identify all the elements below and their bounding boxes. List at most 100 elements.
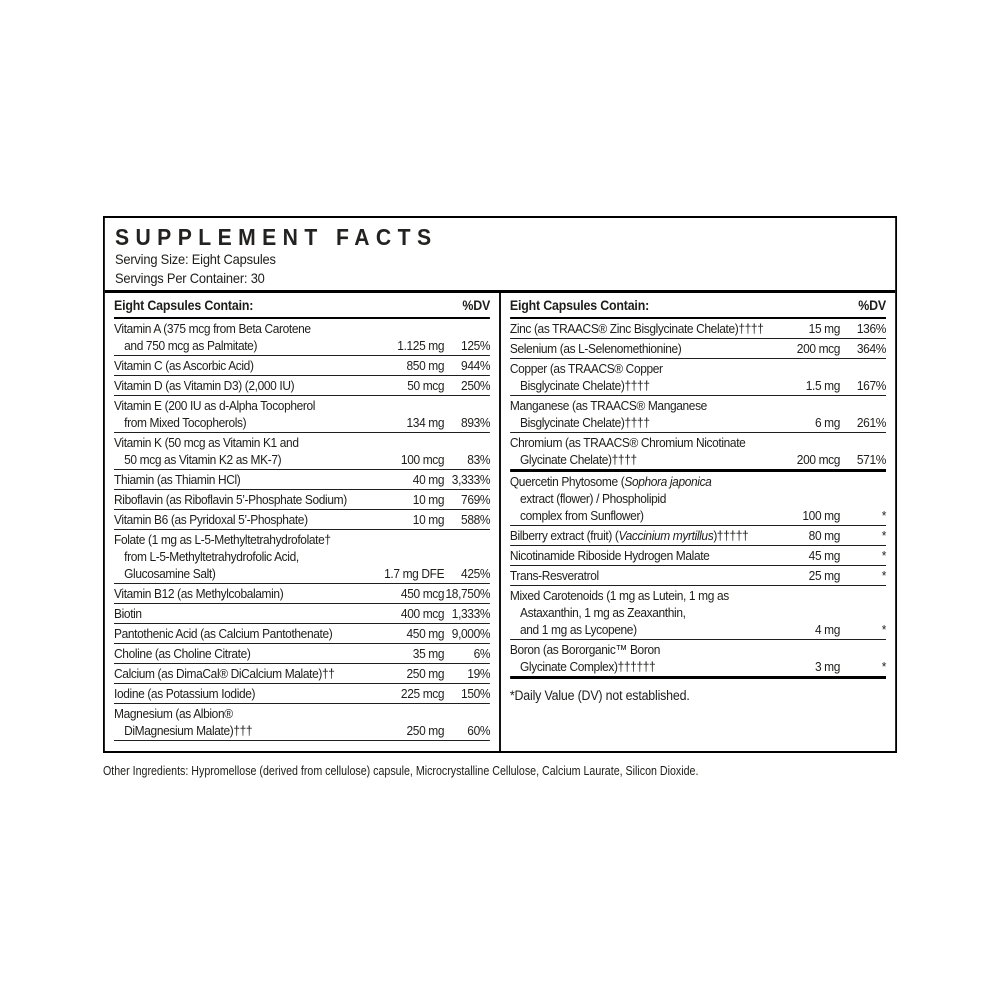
nutrient-row: Mixed Carotenoids (1 mg as Lutein, 1 mg …	[509, 586, 886, 640]
name-text: Magnesium (as Albion®	[114, 706, 233, 721]
nutrient-name: Iodine (as Potassium Iodide)	[114, 685, 397, 702]
name-text: Vitamin K (50 mcg as Vitamin K1 and	[114, 435, 299, 450]
servings-per-container: Servings Per Container: 30	[114, 270, 265, 286]
name-text: Bisglycinate Chelate)††††	[519, 378, 650, 393]
nutrient-name: Biotin	[114, 605, 397, 622]
nutrient-amount: 850 mg	[406, 358, 445, 373]
nutrient-name: Vitamin C (as Ascorbic Acid)	[114, 357, 403, 374]
right-column-header: Eight Capsules Contain: %DV	[509, 293, 886, 319]
nutrient-name: Zinc (as TRAACS® Zinc Bisglycinate Chela…	[510, 320, 803, 337]
nutrient-name-line: Biotin	[114, 605, 397, 622]
nutrient-row: Pantothenic Acid (as Calcium Pantothenat…	[114, 624, 490, 644]
name-text: Copper (as TRAACS® Copper	[509, 361, 663, 376]
name-text: Folate (1 mg as L-5-Methyltetrahydrofola…	[114, 532, 331, 547]
column-header-dv: %DV	[462, 298, 491, 313]
nutrient-name-line: Nicotinamide Riboside Hydrogen Malate	[510, 547, 803, 564]
nutrient-amount: 225 mcg	[400, 686, 445, 701]
nutrient-row: Vitamin B12 (as Methylcobalamin) 450 mcg 1…	[114, 584, 490, 604]
name-text: Riboflavin (as Riboflavin 5’-Phosphate S…	[114, 492, 347, 507]
nutrient-amount: 200 mcg	[796, 452, 841, 467]
nutrient-row: Iodine (as Potassium Iodide) 225 mcg 150%	[114, 684, 490, 704]
nutrient-name-line: Iodine (as Potassium Iodide)	[114, 685, 397, 702]
nutrient-row: Bilberry extract (fruit) (Vaccinium myrt…	[509, 526, 886, 546]
nutrient-amount: 40 mg	[412, 472, 445, 487]
nutrient-dv: 944%	[461, 358, 491, 373]
name-text: extract (flower) / Phospholipid	[519, 491, 666, 506]
nutrient-amount: 15 mg	[808, 321, 841, 336]
botanical-name: Sophora japonica	[624, 474, 712, 489]
nutrient-name-line: Bisglycinate Chelate)††††	[510, 414, 803, 431]
nutrient-name: Vitamin B6 (as Pyridoxal 5’-Phosphate)	[114, 511, 407, 528]
nutrient-name: Vitamin A (375 mcg from Beta Carotene and…	[114, 320, 394, 354]
nutrient-name: Nicotinamide Riboside Hydrogen Malate	[510, 547, 803, 564]
name-text: Mixed Carotenoids (1 mg as Lutein, 1 mg …	[509, 588, 729, 603]
nutrient-row: Thiamin (as Thiamin HCl) 40 mg 3,333%	[114, 470, 490, 490]
nutrient-amount: 3 mg	[814, 659, 841, 674]
nutrient-name-line: Boron (as Bororganic™ Boron	[510, 641, 803, 658]
nutrient-name-line: Selenium (as L-Selenomethionine)	[510, 340, 793, 357]
nutrient-name: Selenium (as L-Selenomethionine)	[510, 340, 793, 357]
column-header-label: Eight Capsules Contain:	[509, 298, 650, 313]
nutrient-dv: 3,333%	[451, 472, 491, 487]
nutrient-dv: *	[881, 548, 887, 563]
nutrient-row: Vitamin K (50 mcg as Vitamin K1 and 50 mc…	[114, 433, 490, 470]
nutrient-amount: 250 mg	[406, 723, 445, 738]
nutrient-dv: 6%	[473, 646, 491, 661]
nutrient-name-line: Trans-Resveratrol	[510, 567, 803, 584]
nutrient-name-line: Vitamin C (as Ascorbic Acid)	[114, 357, 403, 374]
nutrient-name: Boron (as Bororganic™ Boron Glycinate Com…	[510, 641, 803, 675]
nutrient-dv: 364%	[856, 341, 886, 356]
name-text: complex from Sunflower)	[519, 508, 644, 523]
nutrient-row: Folate (1 mg as L-5-Methyltetrahydrofola…	[114, 530, 490, 584]
nutrient-dv: *	[881, 568, 887, 583]
name-text: Selenium (as L-Selenomethionine)	[509, 341, 682, 356]
other-ingredients: Other Ingredients: Hypromellose (derived…	[103, 763, 699, 778]
name-text: from Mixed Tocopherols)	[124, 415, 247, 430]
nutrient-name-line: Calcium (as DimaCal® DiCalcium Malate)††	[114, 665, 403, 682]
nutrient-dv: 588%	[461, 512, 491, 527]
nutrient-amount: 45 mg	[808, 548, 841, 563]
panel-title: SUPPLEMENT FACTS	[114, 224, 438, 250]
name-text: Glycinate Complex)††††††	[519, 659, 656, 674]
nutrient-name-line: complex from Sunflower)	[510, 507, 799, 524]
nutrient-name-line: Bilberry extract (fruit) (Vaccinium myrt…	[510, 527, 803, 544]
nutrient-amount: 450 mg	[406, 626, 445, 641]
nutrient-amount: 10 mg	[412, 492, 445, 507]
nutrient-name-line: extract (flower) / Phospholipid	[510, 490, 799, 507]
nutrient-dv: 60%	[467, 723, 491, 738]
facts-columns: Eight Capsules Contain: %DV Vitamin A (3…	[104, 290, 896, 751]
nutrient-name: Magnesium (as Albion® DiMagnesium Malate)…	[114, 705, 403, 739]
nutrient-name: Vitamin K (50 mcg as Vitamin K1 and 50 mc…	[114, 434, 397, 468]
nutrient-name: Mixed Carotenoids (1 mg as Lutein, 1 mg …	[510, 587, 803, 638]
name-text: Thiamin (as Thiamin HCl)	[114, 472, 241, 487]
name-text: Bilberry extract (fruit) (	[509, 528, 619, 543]
nutrient-name-line: Astaxanthin, 1 mg as Zeaxanthin,	[510, 604, 803, 621]
nutrient-name-line: Choline (as Choline Citrate)	[114, 645, 407, 662]
nutrient-name: Trans-Resveratrol	[510, 567, 803, 584]
column-header-label: Eight Capsules Contain:	[114, 298, 254, 313]
nutrient-dv: 261%	[856, 415, 886, 430]
nutrient-name-line: Pantothenic Acid (as Calcium Pantothenat…	[114, 625, 403, 642]
nutrient-dv: 1,333%	[451, 606, 491, 621]
nutrient-dv: *	[881, 508, 887, 523]
nutrient-name: Folate (1 mg as L-5-Methyltetrahydrofola…	[114, 531, 380, 582]
nutrient-row: Vitamin A (375 mcg from Beta Carotene and…	[114, 319, 490, 356]
nutrient-amount: 80 mg	[808, 528, 841, 543]
nutrient-amount: 400 mcg	[400, 606, 445, 621]
name-text: )†††††	[713, 528, 749, 543]
name-text: Pantothenic Acid (as Calcium Pantothenat…	[114, 626, 333, 641]
nutrient-name-line: Vitamin B6 (as Pyridoxal 5’-Phosphate)	[114, 511, 407, 528]
nutrient-section: Vitamin A (375 mcg from Beta Carotene and…	[114, 319, 490, 741]
nutrient-row: Manganese (as TRAACS® Manganese Bisglycin…	[509, 396, 886, 433]
nutrient-name: Manganese (as TRAACS® Manganese Bisglycin…	[510, 397, 803, 431]
nutrient-name-line: Vitamin A (375 mcg from Beta Carotene	[114, 320, 394, 337]
column-divider	[499, 293, 501, 751]
nutrient-amount: 10 mg	[412, 512, 445, 527]
nutrient-name-line: Riboflavin (as Riboflavin 5’-Phosphate S…	[114, 491, 407, 508]
nutrient-name: Thiamin (as Thiamin HCl)	[114, 471, 407, 488]
name-text: Manganese (as TRAACS® Manganese	[509, 398, 707, 413]
nutrient-name-line: Vitamin B12 (as Methylcobalamin)	[114, 585, 397, 602]
column-header-dv: %DV	[858, 298, 886, 313]
nutrient-name-line: Magnesium (as Albion®	[114, 705, 403, 722]
nutrient-amount: 250 mg	[406, 666, 445, 681]
